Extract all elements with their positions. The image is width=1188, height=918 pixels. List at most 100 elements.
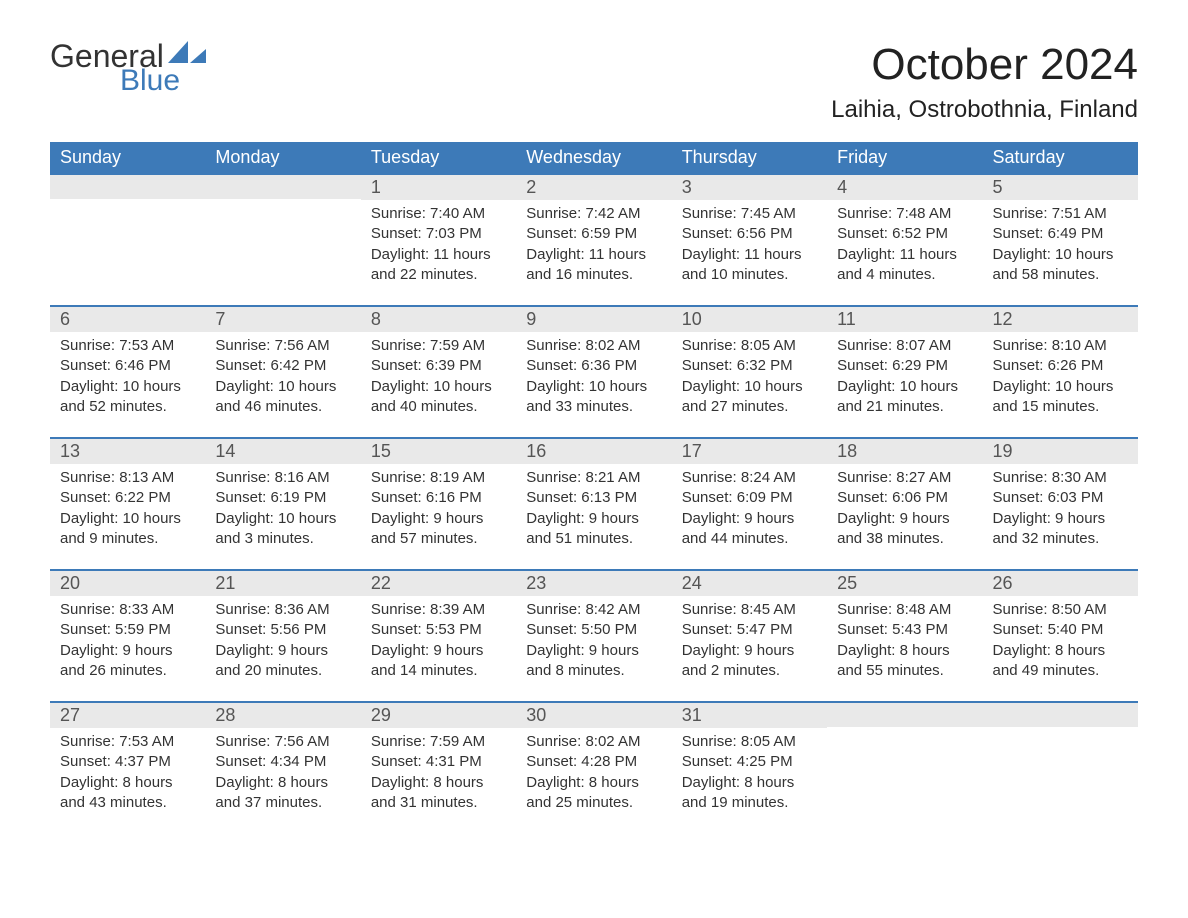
day-number: 30 [516,703,671,728]
sunset-text: Sunset: 6:09 PM [682,488,817,508]
daylight-line2: and 20 minutes. [215,661,350,681]
sunset-text: Sunset: 5:59 PM [60,620,195,640]
daylight-line1: Daylight: 9 hours [371,509,506,529]
sunset-text: Sunset: 5:50 PM [526,620,661,640]
calendar-day: 26Sunrise: 8:50 AMSunset: 5:40 PMDayligh… [983,570,1138,702]
day-details: Sunrise: 7:40 AMSunset: 7:03 PMDaylight:… [361,200,516,305]
calendar-day: 20Sunrise: 8:33 AMSunset: 5:59 PMDayligh… [50,570,205,702]
sunrise-text: Sunrise: 8:45 AM [682,600,817,620]
day-details: Sunrise: 7:45 AMSunset: 6:56 PMDaylight:… [672,200,827,305]
sunrise-text: Sunrise: 8:30 AM [993,468,1128,488]
day-number: 9 [516,307,671,332]
day-details: Sunrise: 7:51 AMSunset: 6:49 PMDaylight:… [983,200,1138,305]
day-number: 2 [516,175,671,200]
daylight-line2: and 27 minutes. [682,397,817,417]
daylight-line1: Daylight: 9 hours [682,509,817,529]
day-number: 19 [983,439,1138,464]
sunrise-text: Sunrise: 8:16 AM [215,468,350,488]
sunset-text: Sunset: 6:29 PM [837,356,972,376]
calendar-week: 1Sunrise: 7:40 AMSunset: 7:03 PMDaylight… [50,174,1138,306]
sunset-text: Sunset: 6:22 PM [60,488,195,508]
daylight-line2: and 19 minutes. [682,793,817,813]
calendar-day: 12Sunrise: 8:10 AMSunset: 6:26 PMDayligh… [983,306,1138,438]
day-details: Sunrise: 8:27 AMSunset: 6:06 PMDaylight:… [827,464,982,569]
calendar-week: 20Sunrise: 8:33 AMSunset: 5:59 PMDayligh… [50,570,1138,702]
sunrise-text: Sunrise: 8:27 AM [837,468,972,488]
day-details: Sunrise: 8:24 AMSunset: 6:09 PMDaylight:… [672,464,827,569]
dayheader-sunday: Sunday [50,142,205,174]
daylight-line1: Daylight: 9 hours [526,641,661,661]
day-number [827,703,982,727]
day-number: 26 [983,571,1138,596]
calendar-day: 11Sunrise: 8:07 AMSunset: 6:29 PMDayligh… [827,306,982,438]
sunset-text: Sunset: 6:59 PM [526,224,661,244]
sunrise-text: Sunrise: 8:33 AM [60,600,195,620]
day-details: Sunrise: 7:59 AMSunset: 6:39 PMDaylight:… [361,332,516,437]
dayheader-friday: Friday [827,142,982,174]
day-details: Sunrise: 8:05 AMSunset: 4:25 PMDaylight:… [672,728,827,833]
calendar-day: 2Sunrise: 7:42 AMSunset: 6:59 PMDaylight… [516,174,671,306]
calendar-day: 5Sunrise: 7:51 AMSunset: 6:49 PMDaylight… [983,174,1138,306]
daylight-line2: and 40 minutes. [371,397,506,417]
sunrise-text: Sunrise: 8:48 AM [837,600,972,620]
sunset-text: Sunset: 7:03 PM [371,224,506,244]
daylight-line2: and 38 minutes. [837,529,972,549]
day-details: Sunrise: 7:42 AMSunset: 6:59 PMDaylight:… [516,200,671,305]
day-number: 16 [516,439,671,464]
calendar-body: 1Sunrise: 7:40 AMSunset: 7:03 PMDaylight… [50,174,1138,833]
day-number: 31 [672,703,827,728]
daylight-line1: Daylight: 8 hours [215,773,350,793]
day-details: Sunrise: 8:07 AMSunset: 6:29 PMDaylight:… [827,332,982,437]
calendar-table: SundayMondayTuesdayWednesdayThursdayFrid… [50,142,1138,833]
calendar-day-empty [50,174,205,306]
daylight-line1: Daylight: 10 hours [60,509,195,529]
calendar-day-empty [827,702,982,833]
day-details [983,727,1138,831]
daylight-line2: and 31 minutes. [371,793,506,813]
daylight-line1: Daylight: 8 hours [682,773,817,793]
dayheader-saturday: Saturday [983,142,1138,174]
calendar-week: 6Sunrise: 7:53 AMSunset: 6:46 PMDaylight… [50,306,1138,438]
sunrise-text: Sunrise: 8:05 AM [682,336,817,356]
day-number: 11 [827,307,982,332]
daylight-line1: Daylight: 10 hours [215,509,350,529]
daylight-line2: and 14 minutes. [371,661,506,681]
sunset-text: Sunset: 4:37 PM [60,752,195,772]
calendar-day: 18Sunrise: 8:27 AMSunset: 6:06 PMDayligh… [827,438,982,570]
sunrise-text: Sunrise: 7:56 AM [215,336,350,356]
day-details [205,199,360,303]
daylight-line1: Daylight: 10 hours [215,377,350,397]
day-details: Sunrise: 8:19 AMSunset: 6:16 PMDaylight:… [361,464,516,569]
daylight-line1: Daylight: 9 hours [682,641,817,661]
dayheader-thursday: Thursday [672,142,827,174]
day-number: 10 [672,307,827,332]
daylight-line1: Daylight: 10 hours [993,377,1128,397]
daylight-line2: and 55 minutes. [837,661,972,681]
day-number: 25 [827,571,982,596]
day-number [205,175,360,199]
sunset-text: Sunset: 6:13 PM [526,488,661,508]
calendar-day: 1Sunrise: 7:40 AMSunset: 7:03 PMDaylight… [361,174,516,306]
daylight-line2: and 2 minutes. [682,661,817,681]
day-number: 6 [50,307,205,332]
daylight-line1: Daylight: 10 hours [526,377,661,397]
sunrise-text: Sunrise: 8:39 AM [371,600,506,620]
day-details: Sunrise: 8:13 AMSunset: 6:22 PMDaylight:… [50,464,205,569]
daylight-line1: Daylight: 9 hours [371,641,506,661]
sunrise-text: Sunrise: 8:36 AM [215,600,350,620]
sunset-text: Sunset: 6:16 PM [371,488,506,508]
sunrise-text: Sunrise: 8:21 AM [526,468,661,488]
sunrise-text: Sunrise: 8:07 AM [837,336,972,356]
day-number: 4 [827,175,982,200]
calendar-day: 28Sunrise: 7:56 AMSunset: 4:34 PMDayligh… [205,702,360,833]
sunset-text: Sunset: 5:43 PM [837,620,972,640]
calendar-day: 3Sunrise: 7:45 AMSunset: 6:56 PMDaylight… [672,174,827,306]
sunrise-text: Sunrise: 8:02 AM [526,732,661,752]
sunrise-text: Sunrise: 7:45 AM [682,204,817,224]
brand-logo: General Blue [50,40,208,96]
day-details: Sunrise: 8:50 AMSunset: 5:40 PMDaylight:… [983,596,1138,701]
dayheader-tuesday: Tuesday [361,142,516,174]
day-details: Sunrise: 8:02 AMSunset: 6:36 PMDaylight:… [516,332,671,437]
calendar-day: 30Sunrise: 8:02 AMSunset: 4:28 PMDayligh… [516,702,671,833]
calendar-day: 31Sunrise: 8:05 AMSunset: 4:25 PMDayligh… [672,702,827,833]
